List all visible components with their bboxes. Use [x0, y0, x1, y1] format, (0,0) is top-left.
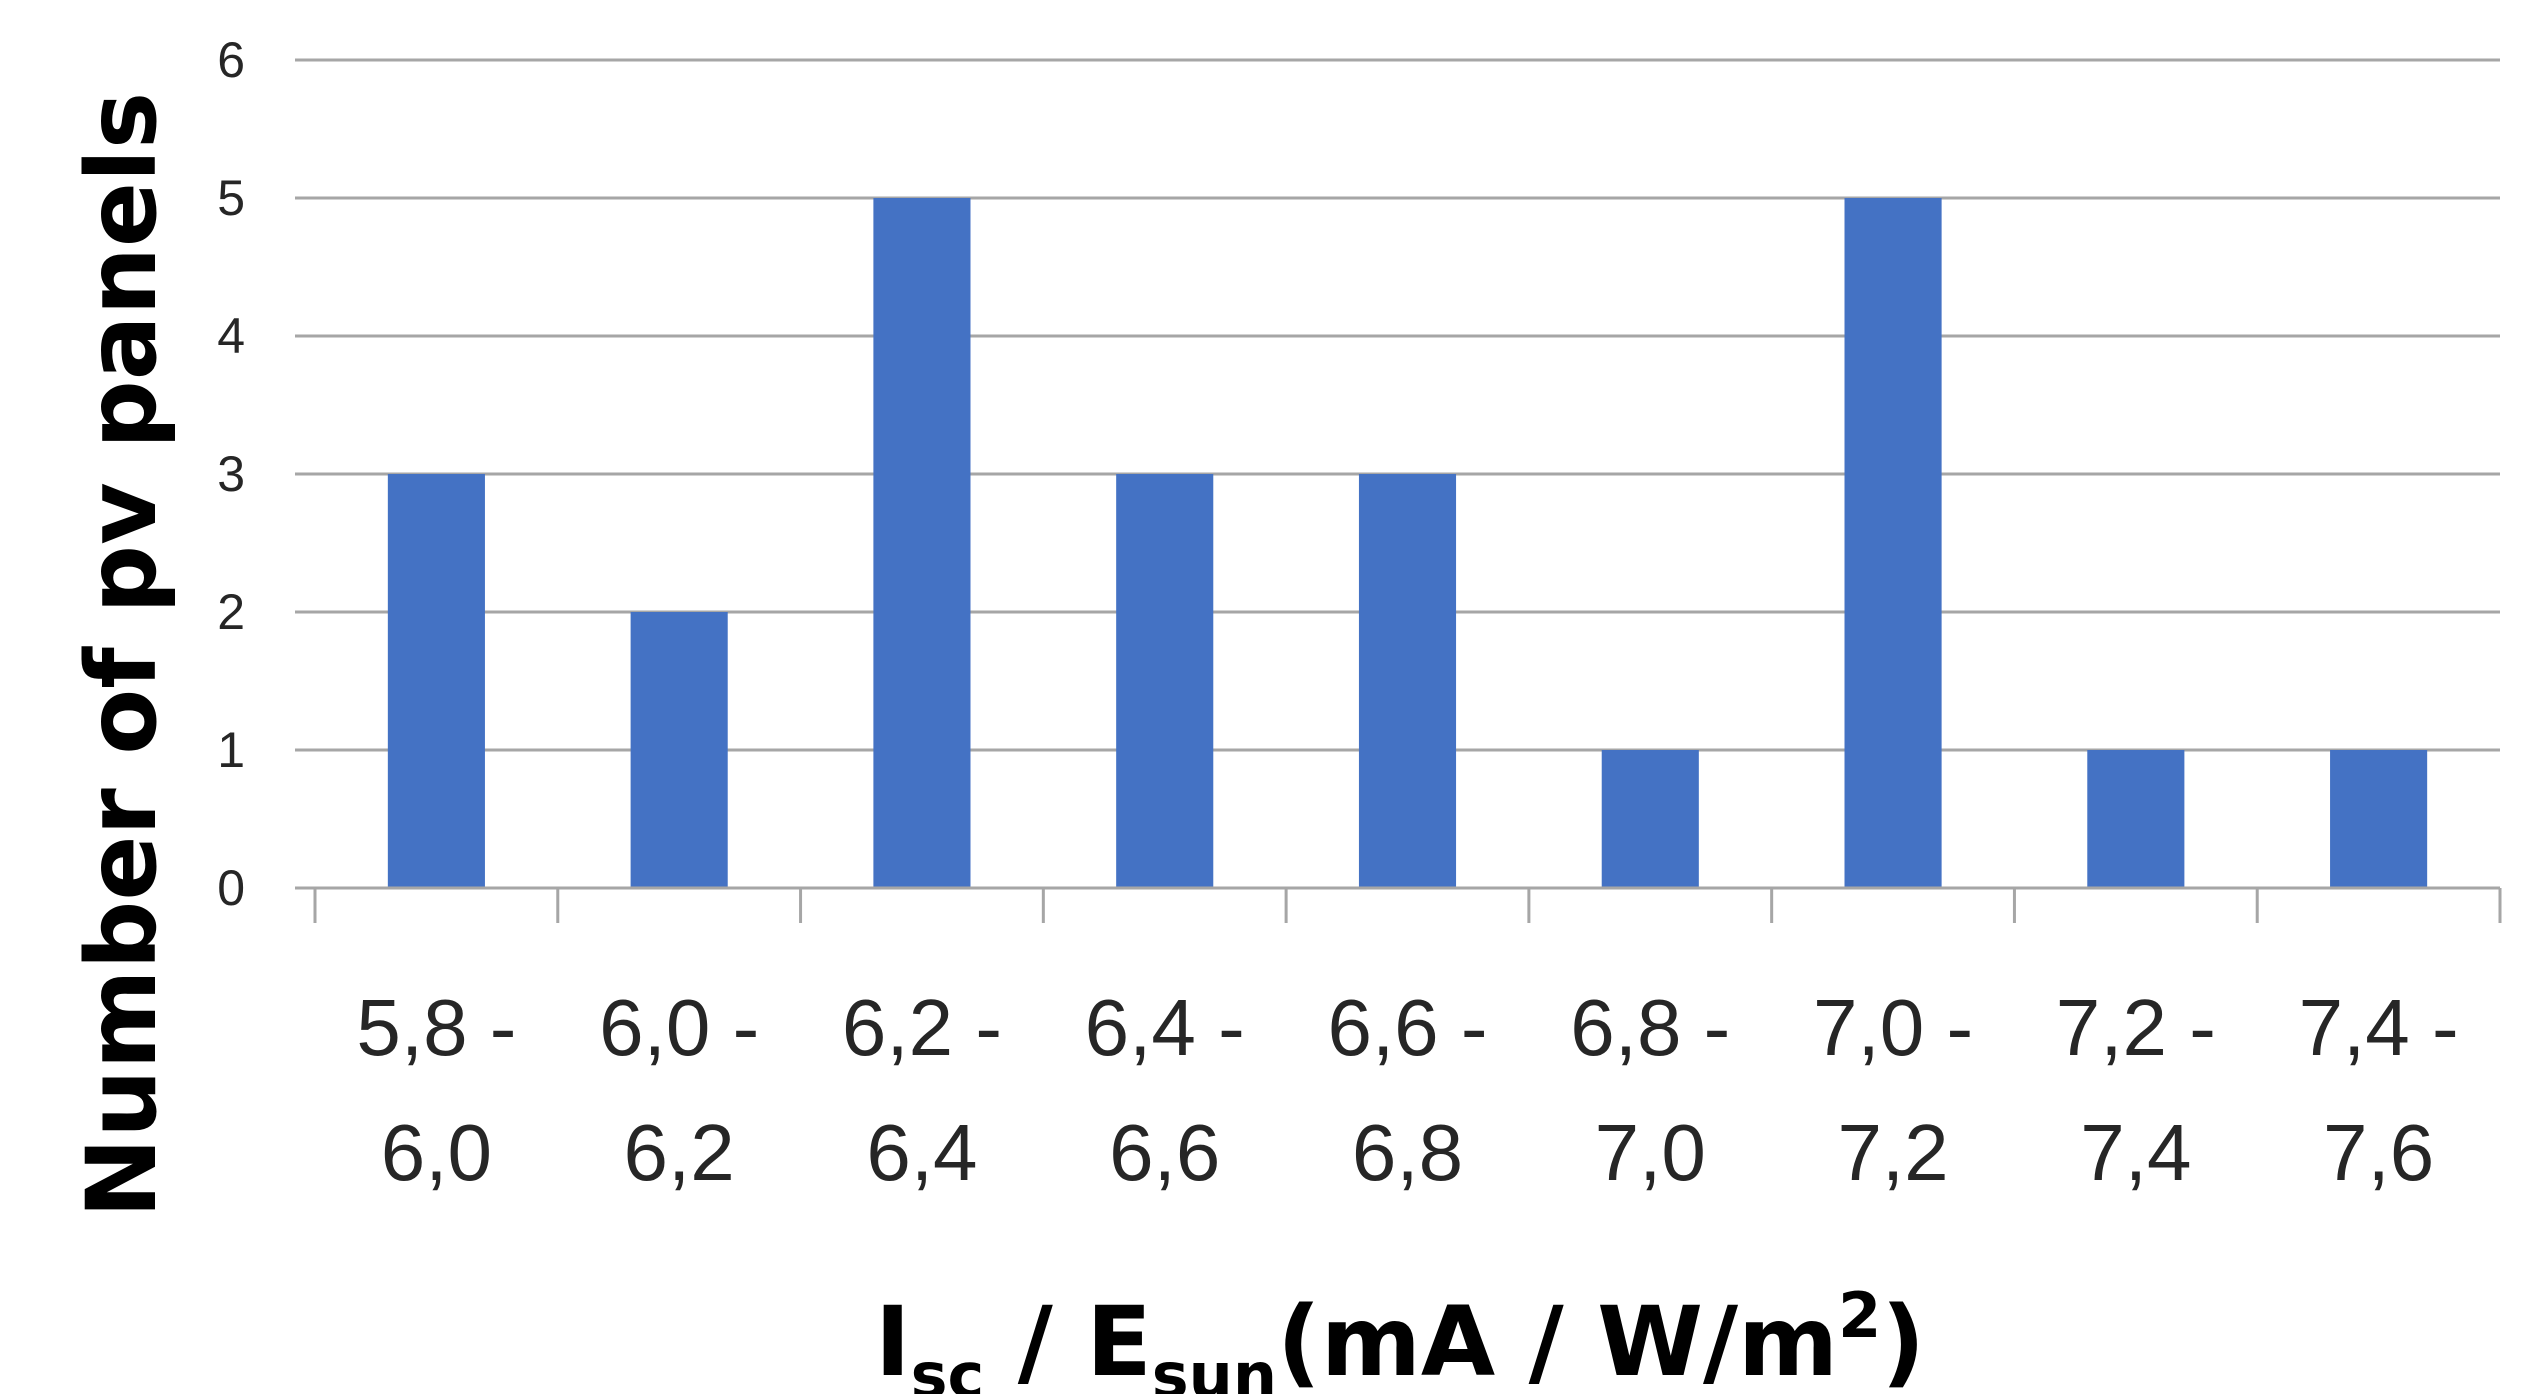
bar — [1844, 198, 1942, 888]
x-tick-labels: 5,8 - 6,0 6,0 - 6,2 6,2 - 6,4 6,4 - 6,6 6,6 - 6,8… — [356, 983, 2458, 1197]
x-axis-label-sup: 2 — [1838, 1279, 1881, 1352]
y-tick-label: 5 — [217, 170, 245, 226]
x-tick-label: 6,6 — [1109, 1108, 1220, 1197]
x-tick-label: 7,0 — [1595, 1108, 1706, 1197]
x-axis-label-close: ) — [1881, 1286, 1925, 1394]
bar — [630, 612, 728, 888]
x-tick-label: 7,0 - — [1813, 983, 1973, 1072]
x-tick-label: 6,8 - — [1570, 983, 1730, 1072]
x-tick-label: 5,8 - — [356, 983, 516, 1072]
x-tick-label: 7,4 — [2080, 1108, 2191, 1197]
x-axis-label: Isc / Esun(mA / W/m2) — [875, 1279, 1925, 1394]
x-axis-label-unit: (mA / W/m — [1277, 1286, 1838, 1394]
x-tick-label: 6,0 — [381, 1108, 492, 1197]
y-tick-label: 1 — [217, 722, 245, 778]
x-axis — [295, 886, 2502, 923]
bar — [1358, 474, 1457, 888]
x-tick-label: 6,4 — [866, 1108, 977, 1197]
bar — [2087, 750, 2185, 888]
x-tick-label: 7,4 - — [2299, 983, 2459, 1072]
bar — [1601, 750, 1699, 888]
y-tick-label: 6 — [217, 32, 245, 88]
y-tick-label: 4 — [217, 308, 245, 364]
bar — [2330, 750, 2428, 888]
x-tick-label: 6,8 — [1352, 1108, 1463, 1197]
x-axis-label-sub1: sc — [911, 1339, 985, 1394]
x-tick-label: 6,4 - — [1085, 983, 1245, 1072]
x-tick-label: 6,2 - — [842, 983, 1002, 1072]
x-tick-label: 6,0 - — [599, 983, 759, 1072]
y-axis-label: Number of pv panels — [66, 92, 178, 1218]
x-tick-label: 6,2 — [624, 1108, 735, 1197]
y-tick-label: 2 — [217, 584, 245, 640]
x-tick-label: 7,2 - — [2056, 983, 2216, 1072]
y-tick-label: 0 — [217, 860, 245, 916]
x-axis-label-sep: / E — [984, 1286, 1151, 1394]
y-tick-labels: 0 1 2 3 4 5 6 — [217, 32, 245, 916]
x-tick-label: 7,6 — [2323, 1108, 2434, 1197]
bar — [387, 474, 485, 888]
x-tick-label: 6,6 - — [1327, 983, 1487, 1072]
x-tick-label: 7,2 — [1837, 1108, 1948, 1197]
y-tick-label: 3 — [217, 446, 245, 502]
bar — [873, 198, 971, 888]
bar — [1116, 474, 1214, 888]
x-axis-label-sub2: sun — [1152, 1339, 1277, 1394]
x-axis-label-main: I — [875, 1286, 911, 1394]
bars — [387, 198, 2428, 888]
